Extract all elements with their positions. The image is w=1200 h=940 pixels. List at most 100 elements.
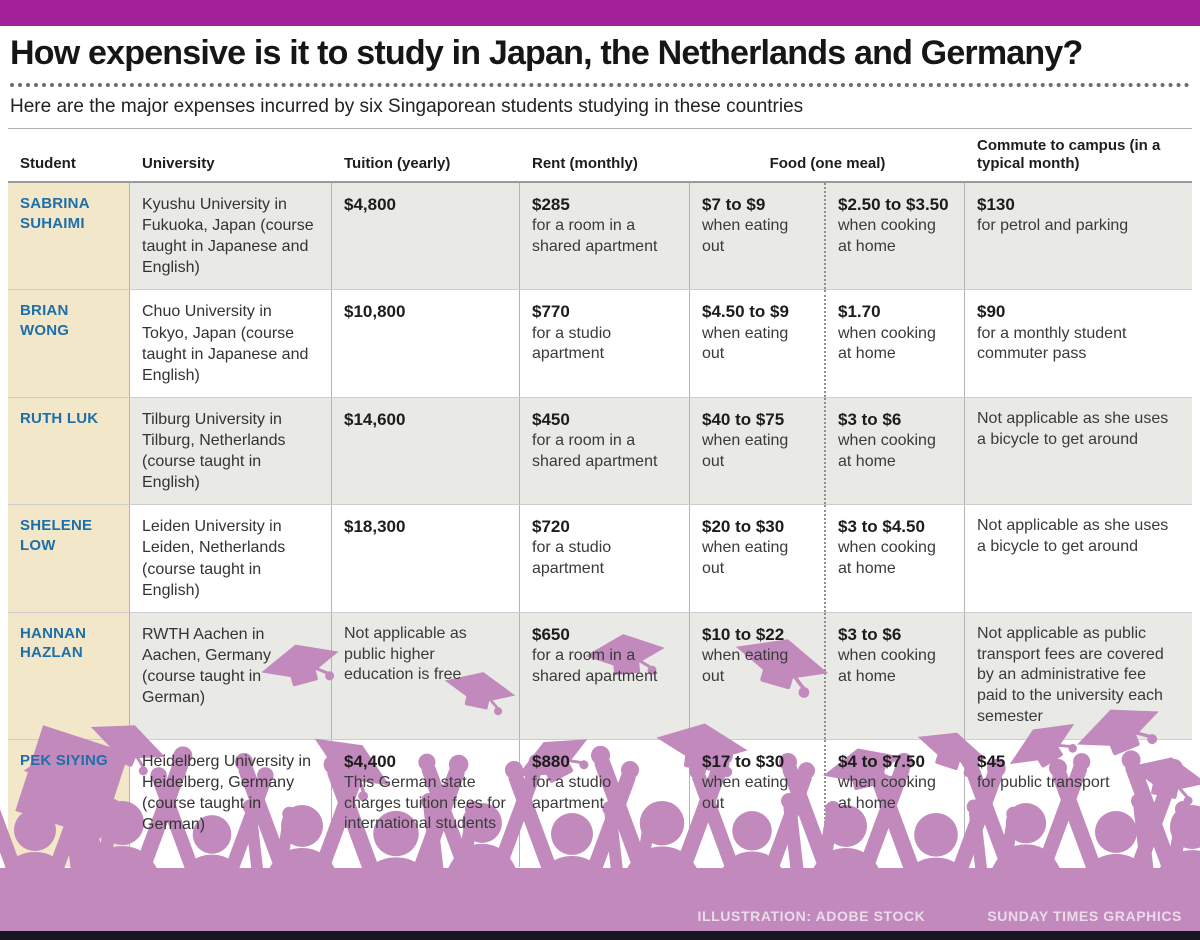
tuition-value: $14,600 (344, 409, 406, 429)
university-text: Chuo University in Tokyo, Japan (course … (142, 303, 309, 384)
commute-note: Not applicable as she uses a bicycle to … (977, 517, 1169, 556)
student-cell: HANNAN HAZLAN (8, 612, 130, 739)
rent-note: for a room in a shared apartment (532, 217, 658, 255)
rent-value: $770 (532, 302, 570, 322)
food-home-cell: $1.70 when cooking at home (824, 290, 965, 397)
university-cell: Leiden University in Leiden, Netherlands… (130, 505, 332, 612)
university-cell: RWTH Aachen in Aachen, Germany (course t… (130, 612, 332, 739)
tuition-cell: Not applicable as public higher educatio… (332, 612, 520, 739)
commute-value: $90 (977, 302, 1006, 322)
rent-note: for a room in a shared apartment (532, 431, 658, 470)
col-header-rent: Rent (monthly) (532, 155, 638, 172)
commute-cell: Not applicable as public transport fees … (965, 612, 1192, 739)
food-out-value: $40 to $75 (702, 409, 785, 429)
food-home-value: $1.70 (838, 302, 881, 322)
table-row: SABRINA SUHAIMI Kyushu University in Fuk… (8, 183, 1192, 290)
food-home-cell: $4 to $7.50 when cooking at home (824, 739, 965, 867)
tuition-value: $10,800 (344, 302, 406, 322)
university-text: RWTH Aachen in Aachen, Germany (course t… (142, 625, 271, 707)
food-out-value: $10 to $22 (702, 624, 785, 644)
commute-note: for public transport (977, 773, 1110, 791)
commute-cell: $45 for public transport (965, 739, 1192, 867)
food-out-cell: $7 to $9 when eating out (690, 183, 825, 290)
university-text: Kyushu University in Fukuoka, Japan (cou… (142, 196, 314, 277)
rent-value: $650 (532, 624, 570, 644)
student-name: SHELENE LOW (20, 517, 93, 554)
expenses-table: Student University Tuition (yearly) Rent… (8, 128, 1192, 867)
rent-note: for a room in a shared apartment (532, 646, 658, 685)
bottom-bar (0, 931, 1200, 940)
rent-cell: $285 for a room in a shared apartment (520, 183, 690, 290)
commute-cell: Not applicable as she uses a bicycle to … (965, 505, 1192, 612)
food-home-cell: $3 to $4.50 when cooking at home (824, 505, 965, 612)
commute-note: Not applicable as she uses a bicycle to … (977, 409, 1169, 448)
commute-note: for a monthly student commuter pass (977, 324, 1127, 363)
commute-value: $45 (977, 751, 1006, 771)
commute-note: for petrol and parking (977, 217, 1129, 235)
food-home-note: when cooking at home (838, 773, 936, 812)
tuition-value: $4,800 (344, 195, 396, 214)
food-out-note: when eating out (702, 217, 789, 255)
rent-note: for a studio apartment (532, 773, 612, 812)
food-home-value: $4 to $7.50 (838, 751, 925, 771)
student-cell: BRIAN WONG (8, 290, 130, 397)
commute-value: $130 (977, 195, 1015, 214)
page-title: How expensive is it to study in Japan, t… (10, 34, 1190, 87)
food-home-note: when cooking at home (838, 646, 936, 685)
university-cell: Chuo University in Tokyo, Japan (course … (130, 290, 332, 397)
rent-cell: $450 for a room in a shared apartment (520, 397, 690, 505)
tuition-cell: $18,300 (332, 505, 520, 612)
food-home-cell: $2.50 to $3.50 when cooking at home (824, 183, 965, 290)
food-out-note: when eating out (702, 646, 789, 685)
col-header-university: University (142, 155, 215, 172)
food-home-note: when cooking at home (838, 539, 936, 578)
tuition-cell: $4,400 This German state charges tuition … (332, 739, 520, 867)
tuition-note: This German state charges tuition fees f… (344, 773, 506, 833)
rent-note: for a studio apartment (532, 539, 612, 578)
food-out-value: $17 to $30 (702, 751, 785, 771)
col-header-food: Food (one meal) (769, 155, 886, 172)
food-out-value: $7 to $9 (702, 195, 766, 214)
graphics-credit: SUNDAY TIMES GRAPHICS (987, 908, 1182, 924)
university-text: Heidelberg University in Heidelberg, Ger… (142, 752, 311, 834)
page-subtitle: Here are the major expenses incurred by … (10, 96, 804, 117)
table-row: HANNAN HAZLAN RWTH Aachen in Aachen, Ger… (8, 611, 1192, 739)
rent-cell: $770 for a studio apartment (520, 290, 690, 397)
tuition-cell: $4,800 (332, 183, 520, 290)
food-home-note: when cooking at home (838, 324, 936, 363)
university-text: Leiden University in Leiden, Netherlands… (142, 518, 286, 599)
food-out-cell: $10 to $22 when eating out (690, 612, 825, 739)
student-cell: SHELENE LOW (8, 505, 130, 612)
food-home-cell: $3 to $6 when cooking at home (824, 612, 965, 739)
table-header-row: Student University Tuition (yearly) Rent… (8, 128, 1192, 183)
food-home-value: $2.50 to $3.50 (838, 195, 949, 214)
rent-cell: $650 for a room in a shared apartment (520, 612, 690, 739)
food-out-cell: $20 to $30 when eating out (690, 505, 825, 612)
food-out-value: $20 to $30 (702, 517, 785, 537)
masthead: How expensive is it to study in Japan, t… (0, 26, 1200, 118)
masthead-accent-bar (0, 0, 1200, 26)
col-header-student: Student (20, 155, 76, 172)
tuition-cell: $14,600 (332, 397, 520, 505)
table-row: PEK SIYING Heidelberg University in Heid… (8, 738, 1192, 867)
student-cell: RUTH LUK (8, 397, 130, 505)
food-out-note: when eating out (702, 539, 789, 578)
student-cell: SABRINA SUHAIMI (8, 183, 130, 290)
student-name: HANNAN HAZLAN (20, 624, 87, 662)
university-text: Tilburg University in Tilburg, Netherlan… (142, 410, 286, 492)
commute-cell: $130 for petrol and parking (965, 183, 1192, 290)
food-home-value: $3 to $6 (838, 624, 902, 644)
food-out-note: when eating out (702, 324, 789, 363)
food-home-note: when cooking at home (838, 431, 936, 470)
food-out-note: when eating out (702, 773, 789, 812)
university-cell: Kyushu University in Fukuoka, Japan (cou… (130, 183, 332, 290)
tuition-value: $18,300 (344, 517, 406, 537)
commute-cell: Not applicable as she uses a bicycle to … (965, 397, 1192, 505)
student-cell: PEK SIYING (8, 739, 130, 867)
student-name: PEK SIYING (20, 751, 108, 769)
credits: ILLUSTRATION: ADOBE STOCK SUNDAY TIMES G… (698, 908, 1182, 924)
table-row: BRIAN WONG Chuo University in Tokyo, Jap… (8, 289, 1192, 397)
col-header-commute: Commute to campus (in a typical month) (977, 137, 1161, 172)
university-cell: Tilburg University in Tilburg, Netherlan… (130, 397, 332, 505)
